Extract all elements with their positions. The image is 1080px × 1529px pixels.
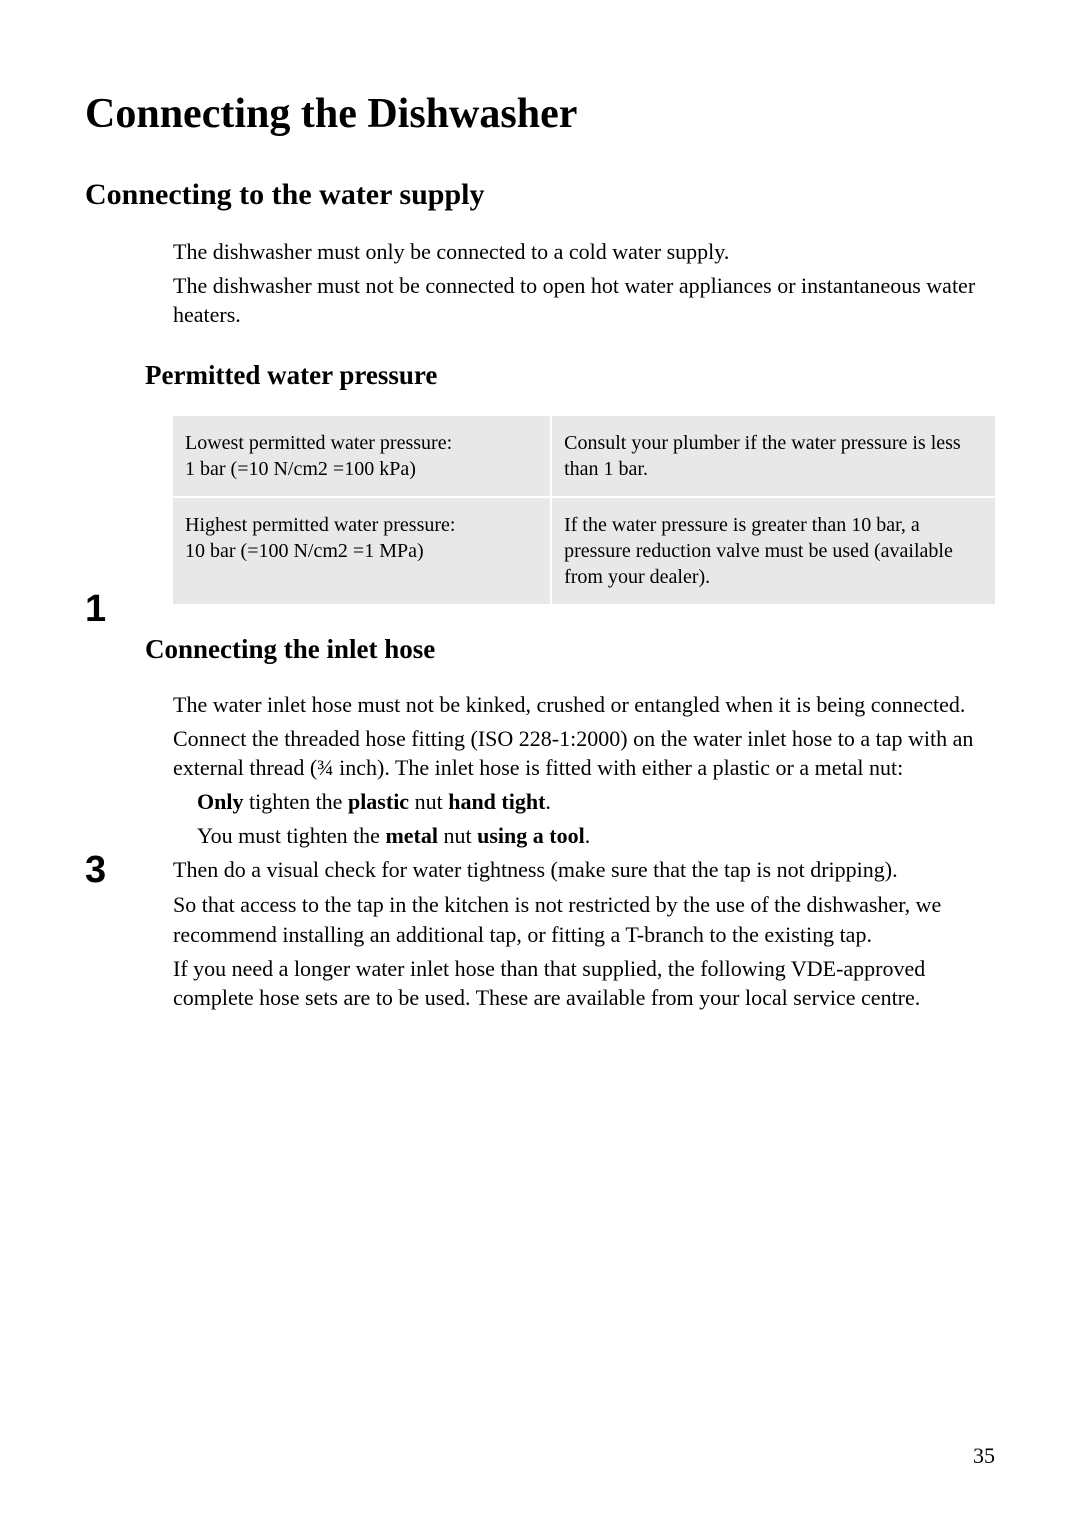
- inline-text: You must tighten the: [197, 823, 385, 848]
- inline-text: .: [545, 789, 551, 814]
- table-cell: Lowest permitted water pressure:1 bar (=…: [173, 416, 551, 497]
- body-para: So that access to the tap in the kitchen…: [173, 890, 995, 949]
- body-para: Connect the threaded hose fitting (ISO 2…: [173, 724, 995, 783]
- body-para: If you need a longer water inlet hose th…: [173, 954, 995, 1013]
- body-para: The dishwasher must not be connected to …: [173, 271, 995, 330]
- bold-text: Only: [197, 789, 243, 814]
- table-cell: If the water pressure is greater than 10…: [551, 497, 995, 604]
- table-cell: Highest permitted water pressure:10 bar …: [173, 497, 551, 604]
- pressure-table: Lowest permitted water pressure:1 bar (=…: [173, 416, 995, 604]
- page-number: 35: [973, 1443, 995, 1469]
- subsection-heading-inlet-hose: Connecting the inlet hose: [145, 634, 995, 665]
- bold-text: using a tool: [477, 823, 585, 848]
- table-row: Lowest permitted water pressure:1 bar (=…: [173, 416, 995, 497]
- bold-text: plastic: [348, 789, 409, 814]
- body-instruction: You must tighten the metal nut using a t…: [197, 821, 995, 851]
- body-instruction: Only tighten the plastic nut hand tight.: [197, 787, 995, 817]
- step-marker-1: 1: [85, 588, 106, 631]
- inline-text: nut: [438, 823, 477, 848]
- bold-text: hand tight: [448, 789, 545, 814]
- table-cell: Consult your plumber if the water pressu…: [551, 416, 995, 497]
- section-heading-water-supply: Connecting to the water supply: [85, 178, 995, 212]
- inline-text: .: [585, 823, 591, 848]
- bold-text: metal: [385, 823, 438, 848]
- inline-text: nut: [409, 789, 448, 814]
- body-para: The water inlet hose must not be kinked,…: [173, 690, 995, 720]
- body-para: The dishwasher must only be connected to…: [173, 237, 995, 267]
- body-para: Then do a visual check for water tightne…: [173, 855, 995, 885]
- step-marker-3: 3: [85, 849, 106, 892]
- page-title: Connecting the Dishwasher: [85, 90, 995, 138]
- subsection-heading-pressure: Permitted water pressure: [145, 360, 995, 391]
- table-row: Highest permitted water pressure:10 bar …: [173, 497, 995, 604]
- inline-text: tighten the: [243, 789, 347, 814]
